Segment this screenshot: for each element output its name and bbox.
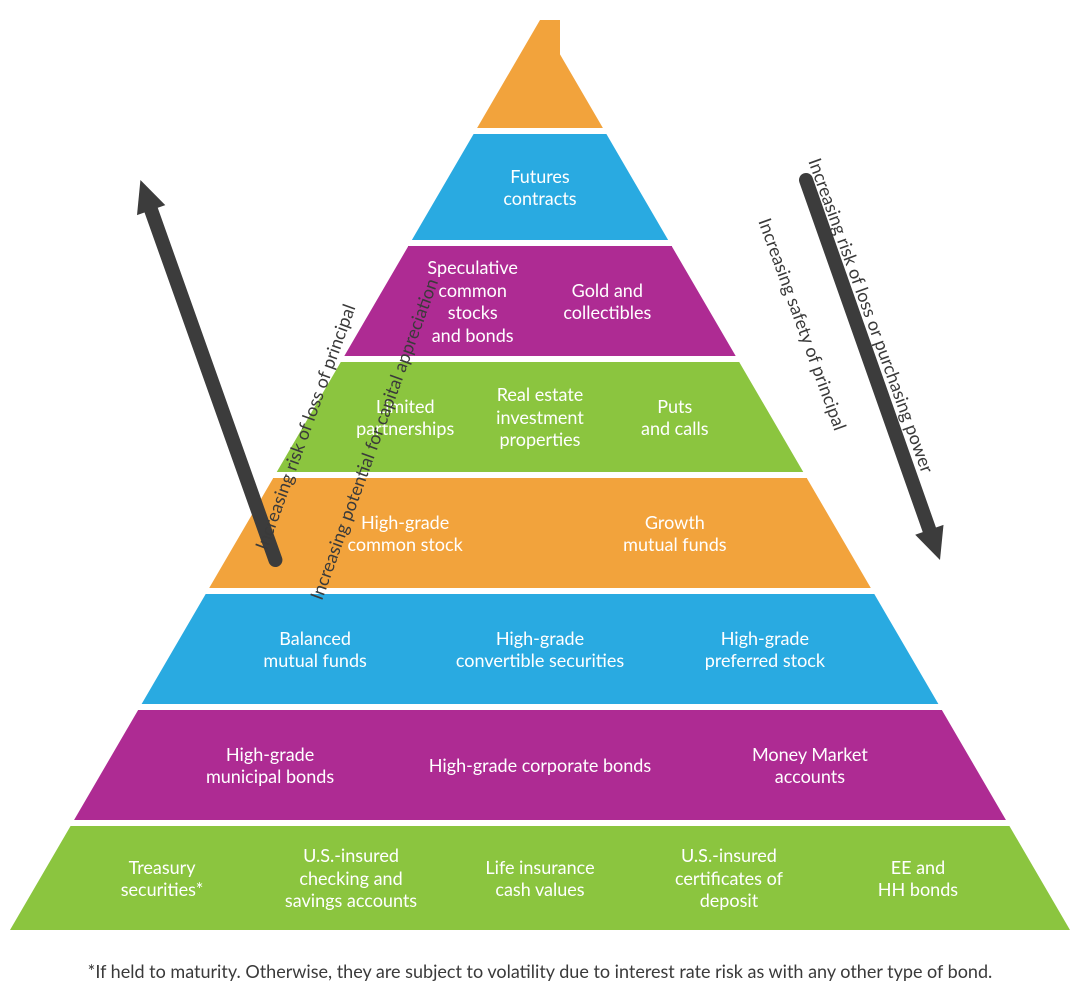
pyramid-tier-1: Futures contracts xyxy=(474,134,607,240)
pyramid-cell: High-grade preferred stock xyxy=(655,594,874,704)
pyramid-cell: Real estate investment properties xyxy=(476,362,605,472)
pyramid-cell xyxy=(540,20,560,128)
pyramid-cell: High-grade convertible securities xyxy=(431,594,650,704)
pyramid-cell: EE and HH bonds xyxy=(826,826,1009,930)
pyramid-cell: U.S.-insured certificates of deposit xyxy=(637,826,820,930)
pyramid-cell: High-grade corporate bonds xyxy=(408,710,672,820)
pyramid-cell: High-grade municipal bonds xyxy=(138,710,402,820)
pyramid-cell: Balanced mutual funds xyxy=(206,594,425,704)
pyramid-tier-6: High-grade municipal bondsHigh-grade cor… xyxy=(138,710,942,820)
pyramid-cell: Puts and calls xyxy=(610,362,739,472)
pyramid-cell: Futures contracts xyxy=(474,134,607,240)
pyramid-tier-2: Speculative common stocks and bondsGold … xyxy=(408,246,671,356)
investment-risk-pyramid: Futures contractsSpeculative common stoc… xyxy=(0,0,1080,998)
pyramid-tier-7: Treasury securities*U.S.-insured checkin… xyxy=(71,826,1010,930)
pyramid-cell: Money Market accounts xyxy=(678,710,942,820)
footnote: *If held to maturity. Otherwise, they ar… xyxy=(0,960,1080,982)
pyramid-cell: Growth mutual funds xyxy=(543,478,807,588)
pyramid-tier-5: Balanced mutual fundsHigh-grade converti… xyxy=(206,594,875,704)
pyramid-cell: Treasury securities* xyxy=(71,826,254,930)
pyramid-cell: U.S.-insured checking and savings accoun… xyxy=(260,826,443,930)
pyramid-cell: Life insurance cash values xyxy=(449,826,632,930)
pyramid-cell: Gold and collectibles xyxy=(543,246,672,356)
